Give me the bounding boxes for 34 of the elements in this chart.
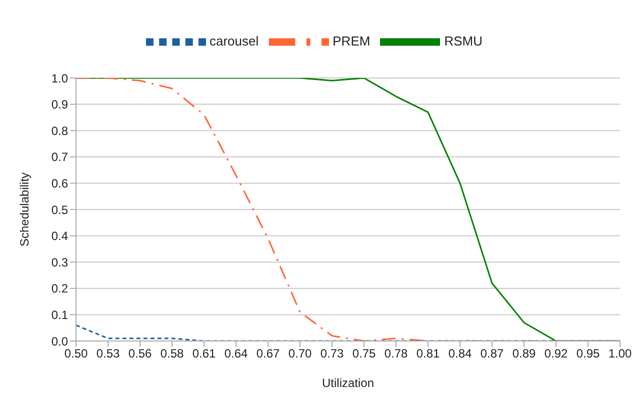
legend-label: PREM xyxy=(332,33,370,48)
y-tick-label: 0.0 xyxy=(51,334,68,348)
y-tick-label: 0.5 xyxy=(51,202,68,217)
x-tick-label: 0.58 xyxy=(160,346,184,361)
y-tick-label: 0.2 xyxy=(51,282,68,296)
y-tick-label: 0.7 xyxy=(51,150,68,164)
x-tick-label: 0.87 xyxy=(480,346,504,361)
x-tick-label: 0.92 xyxy=(544,346,568,361)
x-tick-label: 0.50 xyxy=(64,346,88,361)
x-tick-label: 0.75 xyxy=(352,346,376,361)
x-tick-label: 0.53 xyxy=(96,346,120,361)
x-tick-label: 0.95 xyxy=(576,346,600,361)
x-tick-label: 0.89 xyxy=(512,346,536,361)
legend-label: carousel xyxy=(210,33,259,48)
legend-label: RSMU xyxy=(444,33,482,48)
x-tick-label: 0.81 xyxy=(416,346,440,361)
x-tick-label: 0.84 xyxy=(448,346,472,361)
y-tick-label: 0.1 xyxy=(51,308,68,322)
x-tick-label: 0.73 xyxy=(320,346,344,361)
x-axis-title: Utilization xyxy=(322,376,374,390)
x-tick-label: 0.70 xyxy=(288,346,312,361)
y-tick-label: 1.0 xyxy=(51,71,68,86)
y-tick-label: 0.4 xyxy=(51,229,68,244)
y-tick-label: 0.3 xyxy=(51,255,68,270)
x-tick-label: 0.64 xyxy=(224,346,248,361)
x-tick-label: 0.61 xyxy=(192,346,216,361)
y-tick-label: 0.8 xyxy=(51,124,68,138)
x-tick-label: 0.78 xyxy=(384,346,408,361)
y-tick-label: 0.9 xyxy=(51,98,68,112)
x-tick-label: 0.67 xyxy=(256,346,280,361)
x-tick-label: 1.00 xyxy=(608,346,632,361)
x-tick-label: 0.56 xyxy=(128,346,152,361)
y-tick-label: 0.6 xyxy=(51,176,68,190)
y-axis-title: Schedulability xyxy=(17,172,32,247)
